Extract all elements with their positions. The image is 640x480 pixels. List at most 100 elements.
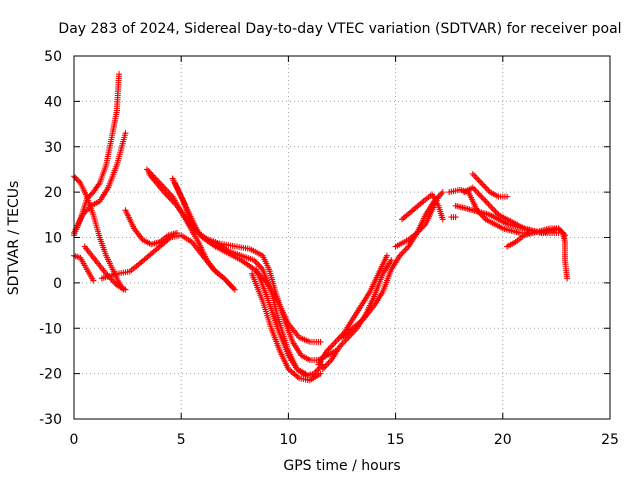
data-point [439,216,446,223]
data-point [321,364,328,371]
data-point [481,196,488,203]
data-point [222,276,229,283]
y-axis-label: SDTVAR / TECUs [6,181,22,296]
data-point [223,278,230,285]
data-point [475,177,482,184]
data-point [399,249,406,256]
data-point [482,184,489,191]
data-point [478,180,485,187]
y-tick-label: 40 [44,94,62,110]
data-point [229,283,236,290]
data-point [256,263,263,270]
data-point [388,257,395,264]
data-point [317,338,324,345]
data-point [333,337,340,344]
data-point [226,281,233,288]
series-arc-2 [71,71,123,239]
data-point [323,361,330,368]
data-point [163,192,170,199]
data-point [471,172,478,179]
y-tick-label: 30 [44,140,62,156]
x-axis-label: GPS time / hours [283,458,400,474]
data-point [471,186,478,193]
data-point [230,285,237,292]
y-tick-label: 10 [44,231,62,247]
grid-lines [74,56,610,419]
data-point [559,229,566,236]
data-point [560,230,567,237]
data-point [317,370,324,377]
data-point [122,286,129,293]
data-point [452,214,459,221]
series-arc-1 [71,173,127,293]
data-point [85,194,92,201]
y-tick-label: -10 [39,321,62,337]
series-arc-3 [71,130,129,236]
data-point [302,370,309,377]
data-point [328,343,335,350]
data-point [111,279,118,286]
data-point [332,338,339,345]
data-point [384,252,391,259]
data-point [491,207,498,214]
data-point [481,183,488,190]
data-point [439,189,446,196]
data-point [72,174,79,181]
y-tick-label: 0 [53,276,62,292]
data-point [339,340,346,347]
data-point [402,246,409,253]
data-point [561,232,568,239]
data-point [329,341,336,348]
series-arc-16 [339,189,446,341]
data-point [87,191,94,198]
series-arc-12 [248,270,324,384]
chart-title: Day 283 of 2024, Sidereal Day-to-day VTE… [58,21,621,37]
data-point [438,190,445,197]
series-arc-20 [469,170,511,200]
y-tick-label: -30 [39,412,62,428]
data-point [476,178,483,185]
x-tick-label: 5 [177,432,186,448]
y-tick-label: 50 [44,49,62,65]
data-point [489,205,496,212]
data-point [474,175,481,182]
data-point [475,190,482,197]
series-arc-14 [315,252,391,368]
data-point [555,225,562,232]
data-point [472,174,479,180]
data-point [484,199,491,206]
data-point [73,175,80,182]
data-point [86,193,93,200]
x-tick-label: 10 [279,432,297,448]
series-arc-13 [253,266,309,377]
data-point [435,193,442,200]
data-point [325,360,332,367]
x-tick-label: 0 [70,432,79,448]
data-point [484,186,491,193]
data-marks [71,71,571,384]
data-point [122,130,129,137]
data-point [231,286,238,293]
x-tick-label: 25 [601,432,619,448]
data-point [74,177,81,184]
data-point [482,198,489,205]
data-point [486,202,493,209]
data-point [476,192,483,199]
data-point [488,204,495,211]
data-point [112,280,119,287]
data-point [162,190,169,197]
data-point [401,248,408,255]
data-point [227,282,234,289]
data-point [335,335,342,342]
data-point [76,178,83,185]
x-tick-label: 20 [494,432,512,448]
x-tick-label: 15 [387,432,405,448]
data-point [165,193,172,200]
data-point [173,229,180,236]
series-arc-7 [122,207,180,248]
data-point [556,226,563,233]
data-point [469,170,476,177]
data-point [564,275,571,282]
series-arc-23 [504,225,568,250]
